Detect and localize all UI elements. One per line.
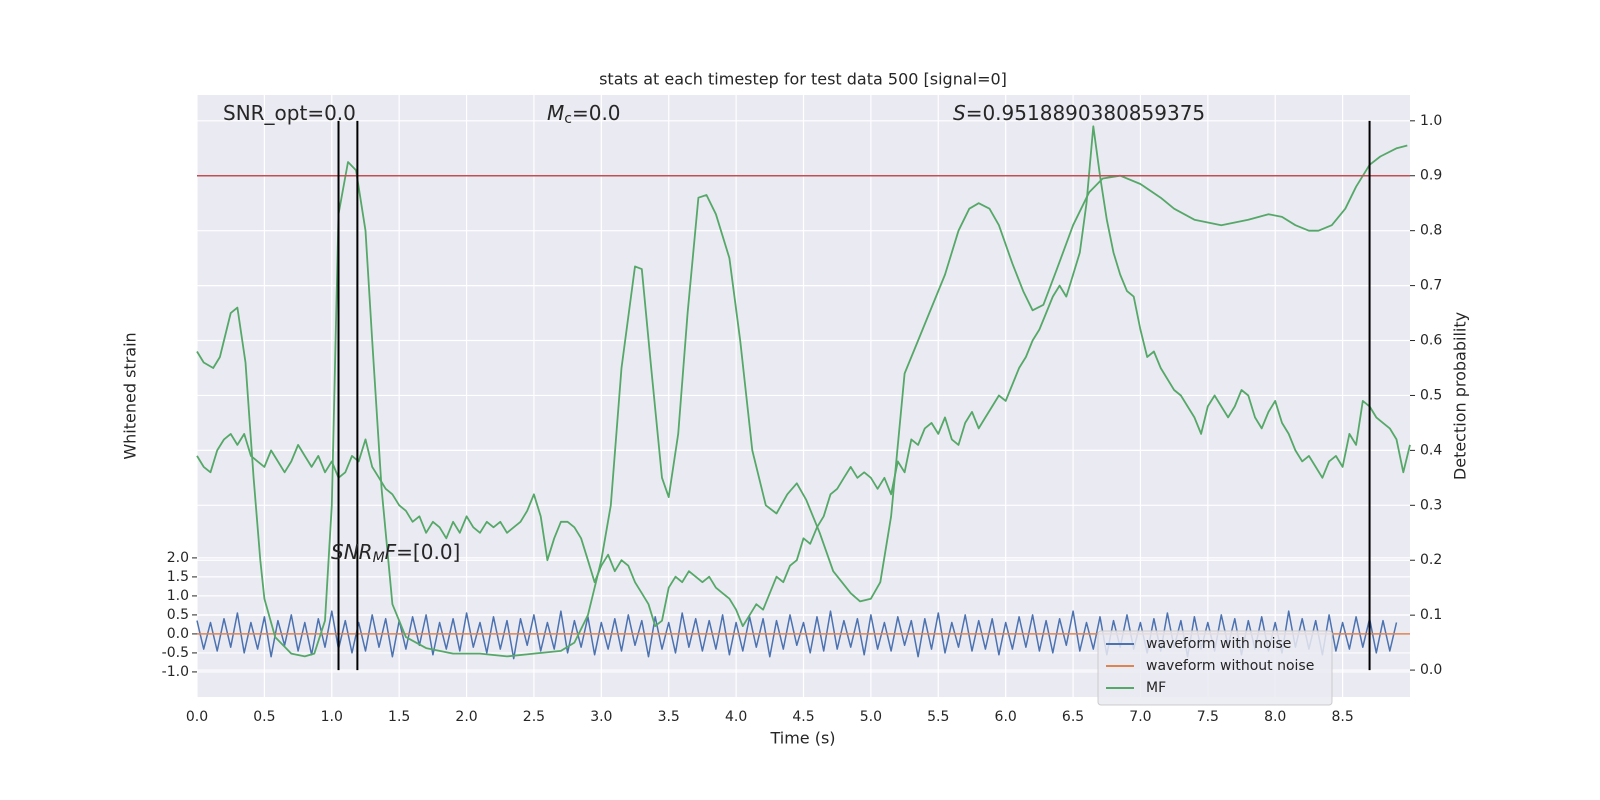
y2-tick-label: 0.9 xyxy=(1420,168,1442,184)
x-tick-label: 8.5 xyxy=(1331,709,1353,725)
legend-label: MF xyxy=(1146,680,1166,696)
x-tick-label: 4.5 xyxy=(792,709,814,725)
legend-label: waveform without noise xyxy=(1146,658,1314,674)
x-tick-label: 4.0 xyxy=(725,709,747,725)
annotations-layer: SNR_opt=0.0 Mc=0.0 S=0.9518890380859375 SNR… xyxy=(197,101,1410,706)
series-line xyxy=(196,125,1411,627)
y2-tick-label: 0.2 xyxy=(1420,552,1442,568)
legend-box xyxy=(1097,630,1333,706)
x-tick-label: 0.0 xyxy=(186,709,208,725)
y2-axis-label: Detection probability xyxy=(1451,312,1470,480)
x-tick-label: 6.5 xyxy=(1062,709,1084,725)
x-tick-label: 3.5 xyxy=(658,709,680,725)
y2-tick-label: 0.6 xyxy=(1420,333,1442,349)
chart-title: stats at each timestep for test data 500… xyxy=(599,70,1007,89)
legend: waveform with noise waveform without nois… xyxy=(1097,630,1333,706)
annotation-part: SNR xyxy=(331,540,373,564)
y-tick-label: 0.0 xyxy=(167,626,189,642)
x-tick-label: 2.0 xyxy=(455,709,477,725)
y2-tick-label: 1.0 xyxy=(1420,113,1442,129)
annotation-part: =[0.0] xyxy=(396,540,460,564)
x-tick-label: 3.0 xyxy=(590,709,612,725)
y-tick-label: 2.0 xyxy=(167,550,189,566)
x-tick-label: 7.5 xyxy=(1197,709,1219,725)
series-line xyxy=(196,610,1398,660)
y2-tick-label: 0.3 xyxy=(1420,497,1442,513)
y-tick-label: -1.0 xyxy=(162,664,189,680)
y2-tick-label: 0.7 xyxy=(1420,278,1442,294)
x-tick-label: 2.5 xyxy=(523,709,545,725)
annotation: Mc=0.0 xyxy=(547,101,621,128)
y2-tick-label: 0.1 xyxy=(1420,607,1442,623)
annotation-part: c xyxy=(564,111,572,127)
annotation-part: =0.9518890380859375 xyxy=(966,101,1205,125)
series-line xyxy=(196,144,1408,658)
annotation: SNR_opt=0.0 xyxy=(223,101,356,125)
x-tick-label: 7.0 xyxy=(1129,709,1151,725)
y2-tick-label: 0.5 xyxy=(1420,387,1442,403)
x-tick-label: 5.0 xyxy=(860,709,882,725)
annotation-part: F xyxy=(385,540,397,564)
x-tick-label: 6.0 xyxy=(995,709,1017,725)
annotation-part: S xyxy=(953,101,966,125)
x-tick-label: 0.5 xyxy=(253,709,275,725)
x-tick-label: 1.5 xyxy=(388,709,410,725)
y2-tick-label: 0.8 xyxy=(1420,223,1442,239)
y2-tick-label: 0.4 xyxy=(1420,442,1442,458)
annotation-part: SNR_opt=0.0 xyxy=(223,101,356,125)
x-tick-label: 8.0 xyxy=(1264,709,1286,725)
x-tick-label: 5.5 xyxy=(927,709,949,725)
y-axis-label: Whitened strain xyxy=(121,332,140,459)
y-tick-label: 0.5 xyxy=(167,607,189,623)
x-tick-label: 1.0 xyxy=(321,709,343,725)
annotation-part: M xyxy=(547,101,564,125)
y-tick-label: 1.0 xyxy=(167,588,189,604)
y-tick-label: -0.5 xyxy=(162,645,189,661)
x-axis-label: Time (s) xyxy=(769,729,835,748)
annotation-part: =0.0 xyxy=(572,101,621,125)
legend-label: waveform with noise xyxy=(1146,636,1291,652)
y2-tick-label: 0.0 xyxy=(1420,662,1442,678)
y-tick-label: 1.5 xyxy=(167,569,189,585)
annotation: S=0.9518890380859375 xyxy=(953,101,1205,125)
annotation-part: M xyxy=(373,550,385,566)
annotation: SNRMF=[0.0] xyxy=(331,540,460,567)
